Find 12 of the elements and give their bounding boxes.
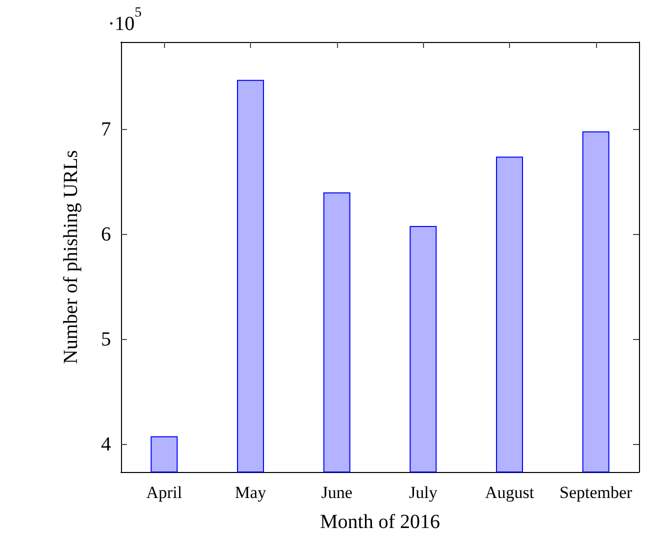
x-axis-title: Month of 2016 (320, 511, 440, 533)
y-tick-label: 6 (101, 223, 111, 246)
x-tick-label: April (146, 483, 182, 502)
y-tick-label: 5 (101, 328, 111, 351)
x-tick-label: September (559, 483, 633, 502)
y-tick-label: 7 (101, 118, 111, 140)
y-axis-title: Number of phishing URLs (60, 150, 82, 364)
y-tick-label: 4 (101, 434, 111, 456)
x-tick-label: July (408, 483, 438, 502)
x-tick-label: June (321, 483, 352, 502)
x-tick-label: August (484, 483, 534, 502)
x-tick-label: May (234, 483, 267, 502)
